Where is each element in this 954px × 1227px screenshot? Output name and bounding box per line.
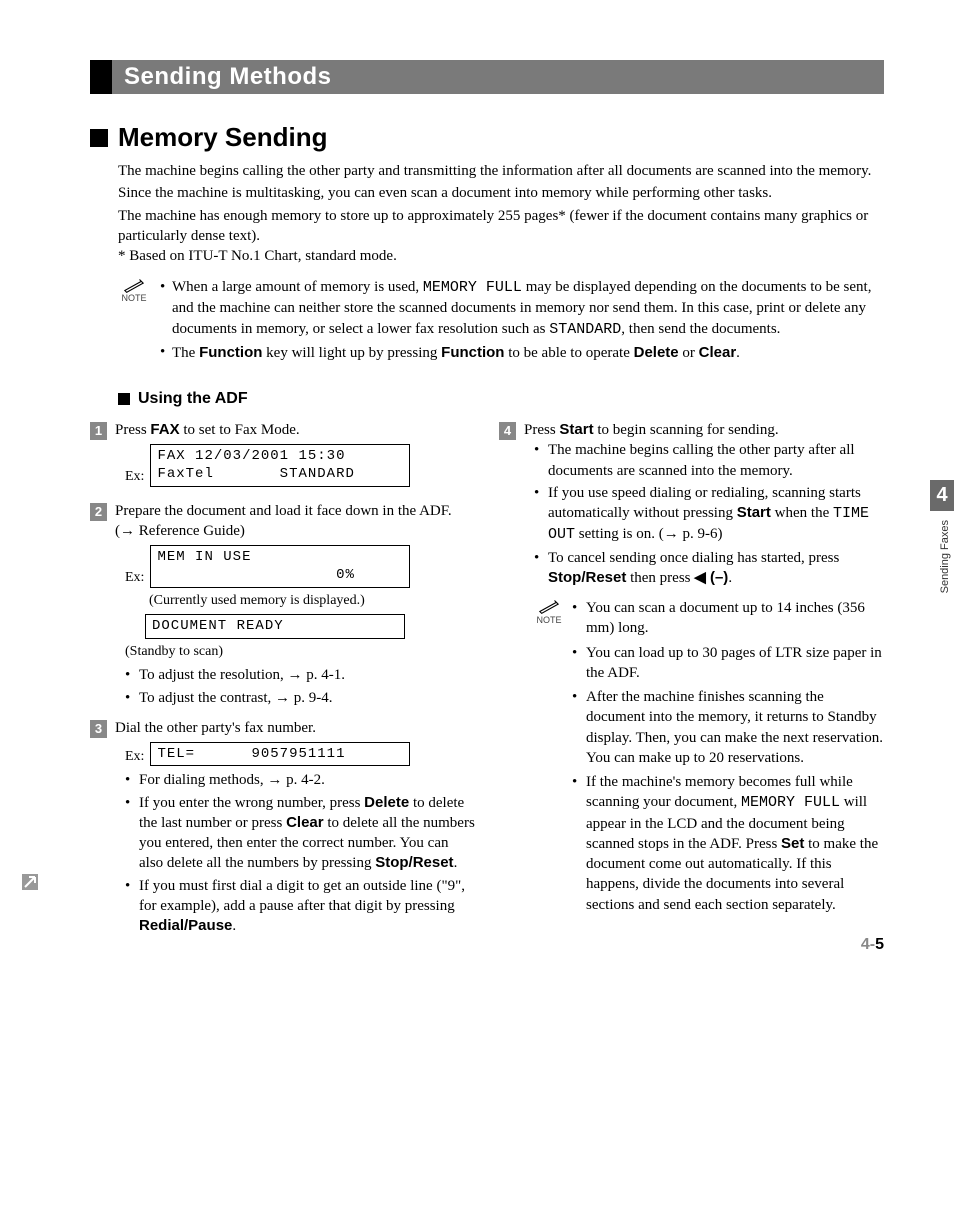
inner-note: NOTE You can scan a document up to 14 in… xyxy=(534,598,884,919)
ex-label: Ex: xyxy=(125,569,144,588)
step-4-li-2: If you use speed dialing or redialing, s… xyxy=(534,483,884,546)
step-number-1: 1 xyxy=(90,422,107,440)
small-square-icon xyxy=(118,393,130,405)
step-4-li-3: To cancel sending once dialing has start… xyxy=(534,548,884,589)
step-3-text: Dial the other party's fax number. xyxy=(115,718,475,738)
lcd-display-4: TEL= 9057951111 xyxy=(150,742,410,766)
intro-p2: Since the machine is multitasking, you c… xyxy=(118,183,884,203)
step-3-li-2: If you enter the wrong number, press Del… xyxy=(125,793,475,874)
note-icon: NOTE xyxy=(534,598,564,919)
step-number-4: 4 xyxy=(499,422,516,440)
step-1-text: Press FAX to set to Fax Mode. xyxy=(115,420,475,440)
intro-asterisk: * Based on ITU-T No.1 Chart, standard mo… xyxy=(118,248,884,265)
step-2-text: Prepare the document and load it face do… xyxy=(115,501,475,542)
note-label: NOTE xyxy=(121,293,146,303)
lcd-display-1: FAX 12/03/2001 15:30 FaxTel STANDARD xyxy=(150,444,410,486)
right-column: 4 Press Start to begin scanning for send… xyxy=(499,420,884,944)
top-note: NOTE When a large amount of memory is us… xyxy=(118,277,884,366)
side-tab-number: 4 xyxy=(930,480,954,511)
note-label: NOTE xyxy=(536,614,561,626)
section-heading-row: Memory Sending xyxy=(90,122,884,153)
topnote-item-2: The Function key will light up by pressi… xyxy=(160,342,884,364)
lcd-display-3: DOCUMENT READY xyxy=(145,614,405,638)
title-accent xyxy=(90,60,112,94)
title-bar: Sending Methods xyxy=(90,60,884,94)
step-4-li-1: The machine begins calling the other par… xyxy=(534,440,884,481)
note-icon: NOTE xyxy=(118,277,150,366)
page-footer: 4-5 xyxy=(861,936,884,954)
ex-label: Ex: xyxy=(125,468,144,487)
step-number-3: 3 xyxy=(90,720,107,738)
corner-arrow-icon xyxy=(22,874,38,890)
subheading: Using the ADF xyxy=(138,390,248,408)
left-column: 1 Press FAX to set to Fax Mode. Ex: FAX … xyxy=(90,420,475,944)
step-2-li-1: To adjust the resolution, → p. 4-1. xyxy=(125,665,475,685)
inner-note-li-1: You can scan a document up to 14 inches … xyxy=(572,598,884,639)
square-bullet-icon xyxy=(90,129,108,147)
step-4-text: Press Start to begin scanning for sendin… xyxy=(524,420,884,440)
intro-p3: The machine has enough memory to store u… xyxy=(118,206,884,247)
inner-note-li-4: If the machine's memory becomes full whi… xyxy=(572,772,884,915)
subheading-row: Using the ADF xyxy=(118,390,884,408)
step-number-2: 2 xyxy=(90,503,107,521)
title-text: Sending Methods xyxy=(124,63,332,91)
lcd-display-2: MEM IN USE 0% xyxy=(150,545,410,587)
step-3-li-1: For dialing methods, → p. 4-2. xyxy=(125,770,475,790)
topnote-item-1: When a large amount of memory is used, M… xyxy=(160,277,884,340)
side-tab-label: Sending Faxes xyxy=(939,520,951,593)
ex-label: Ex: xyxy=(125,748,144,767)
caption-2: (Currently used memory is displayed.) xyxy=(149,592,475,611)
intro-p1: The machine begins calling the other par… xyxy=(118,161,884,181)
step-2-li-2: To adjust the contrast, → p. 9-4. xyxy=(125,688,475,708)
inner-note-li-2: You can load up to 30 pages of LTR size … xyxy=(572,643,884,684)
section-heading: Memory Sending xyxy=(118,122,327,153)
step-3-li-3: If you must first dial a digit to get an… xyxy=(125,876,475,937)
inner-note-li-3: After the machine finishes scanning the … xyxy=(572,687,884,768)
caption-3: (Standby to scan) xyxy=(125,643,475,662)
